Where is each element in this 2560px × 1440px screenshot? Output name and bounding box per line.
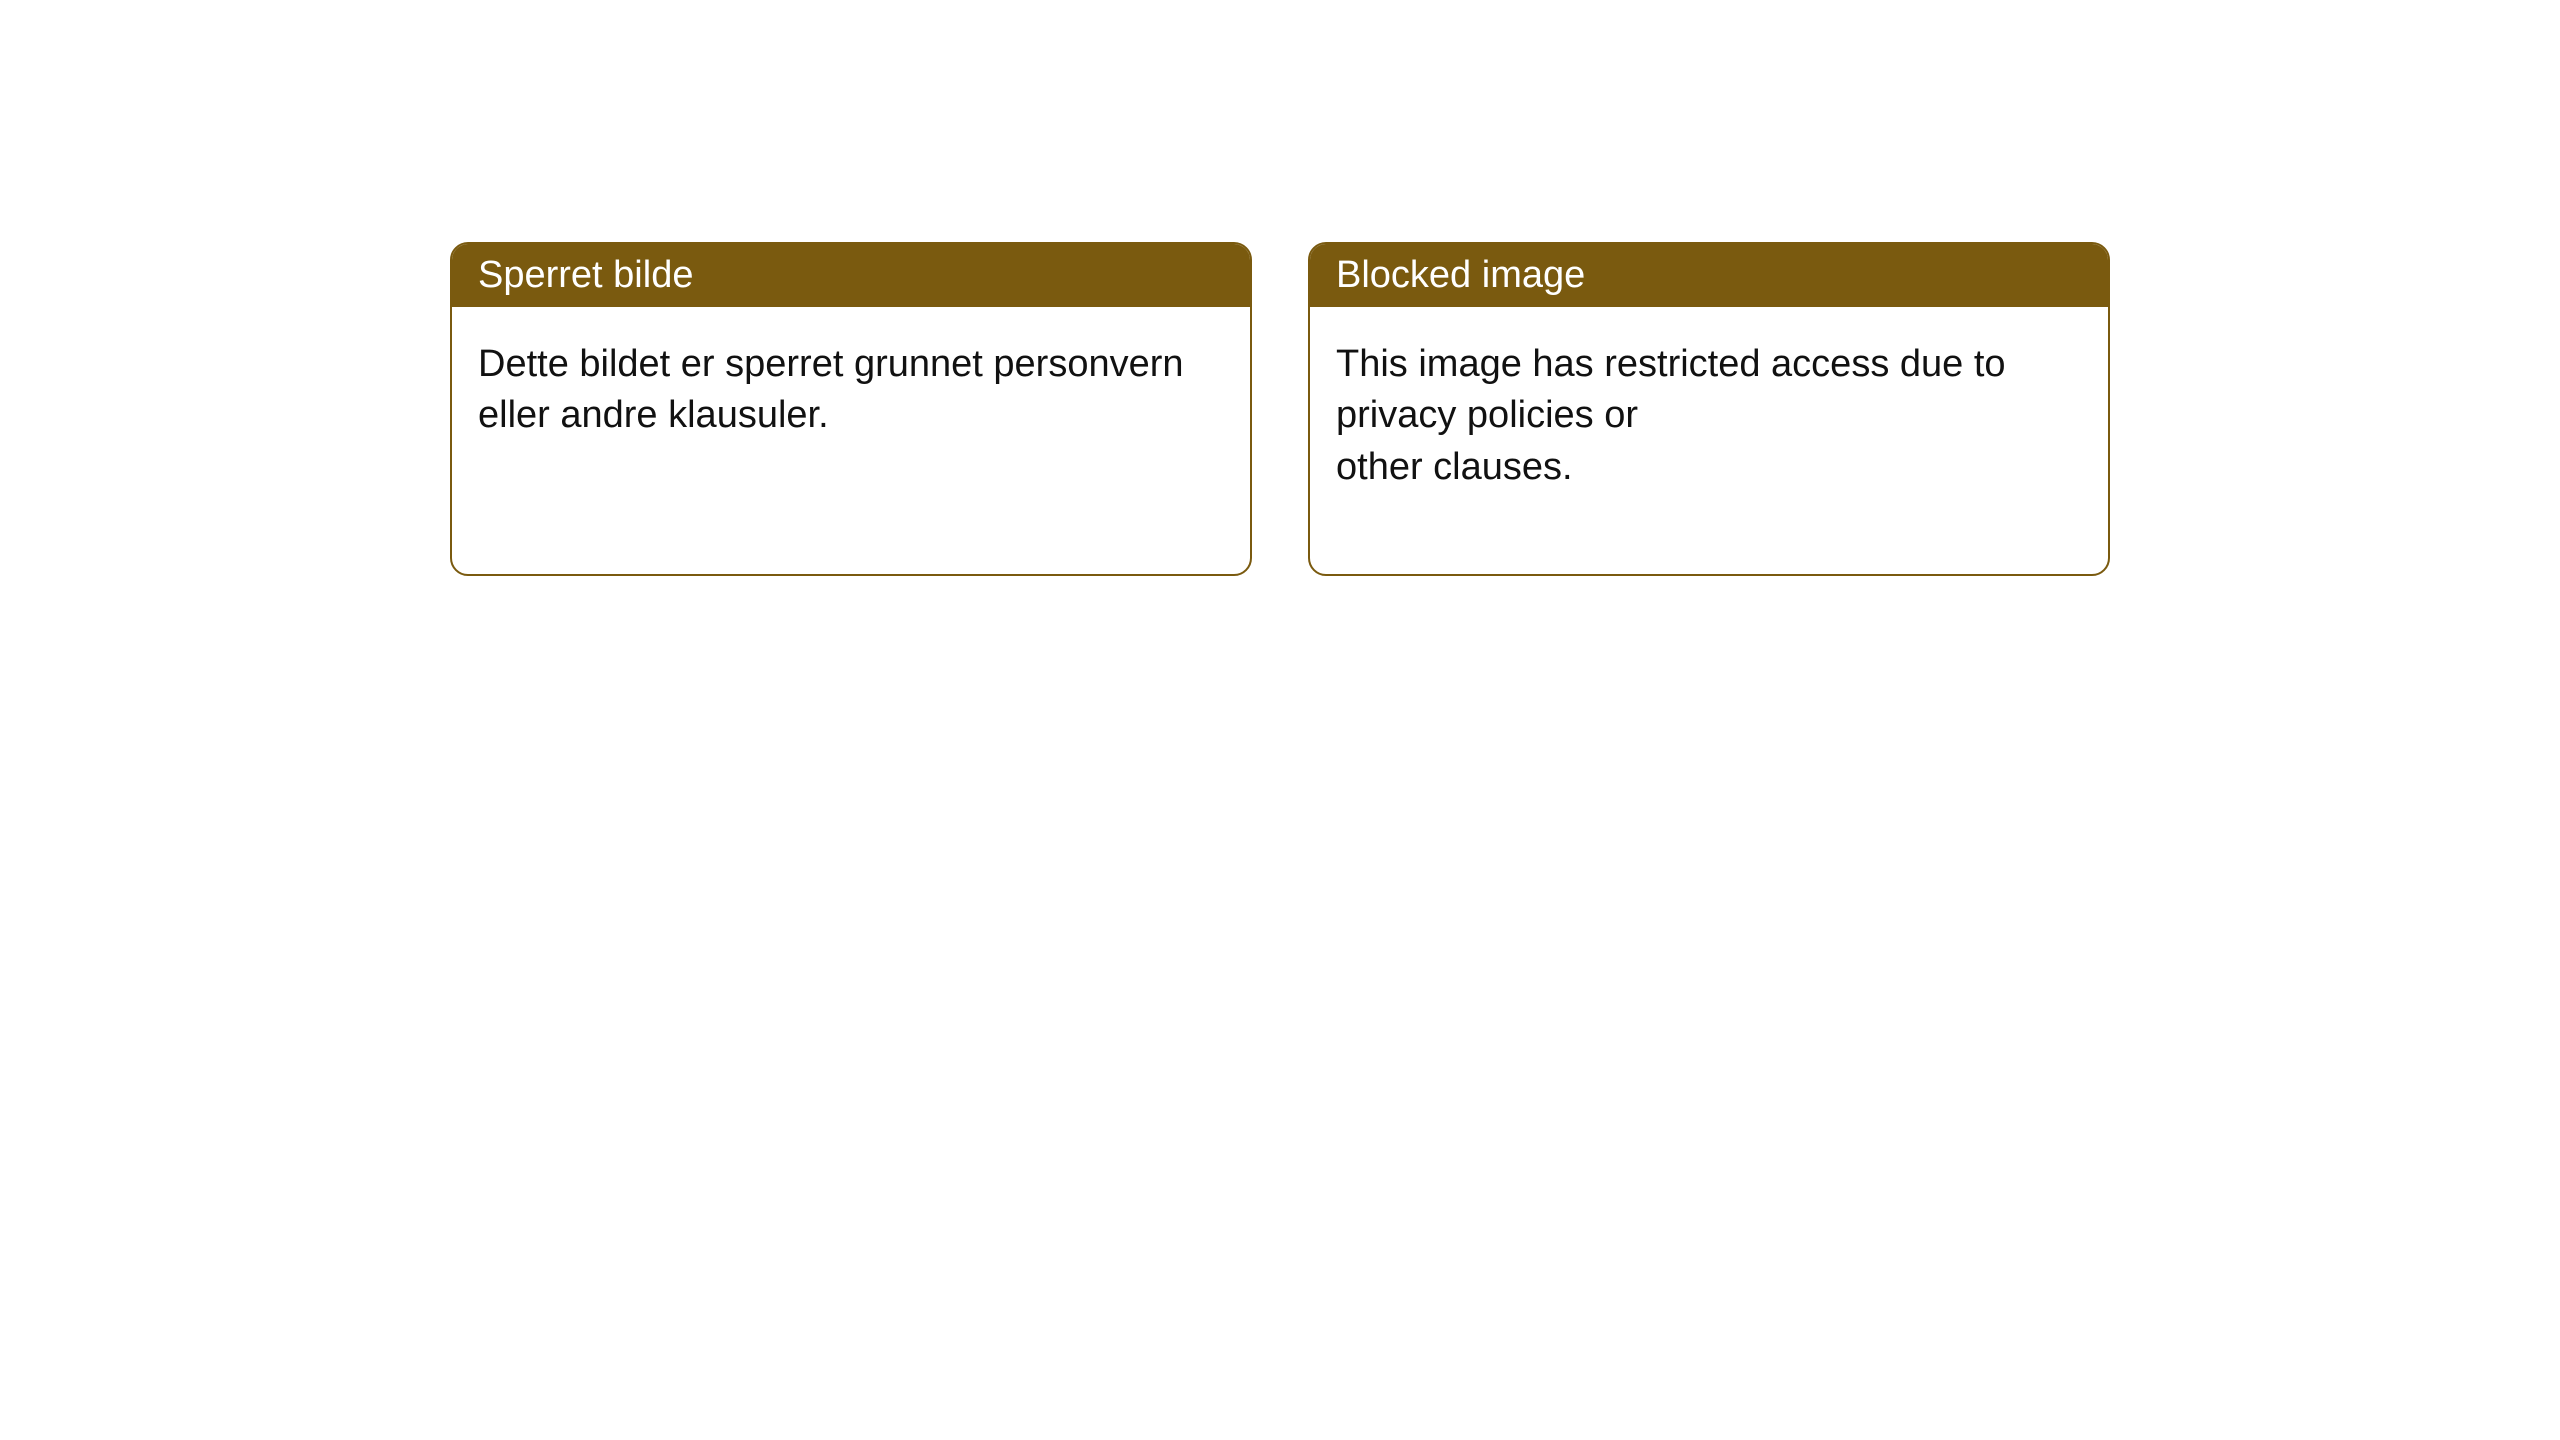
notice-body-english: This image has restricted access due to … [1310, 307, 2108, 525]
notice-header-english: Blocked image [1310, 244, 2108, 307]
notice-card-english: Blocked image This image has restricted … [1308, 242, 2110, 576]
notice-container: Sperret bilde Dette bildet er sperret gr… [450, 242, 2110, 576]
notice-card-norwegian: Sperret bilde Dette bildet er sperret gr… [450, 242, 1252, 576]
notice-header-norwegian: Sperret bilde [452, 244, 1250, 307]
notice-body-norwegian: Dette bildet er sperret grunnet personve… [452, 307, 1250, 474]
